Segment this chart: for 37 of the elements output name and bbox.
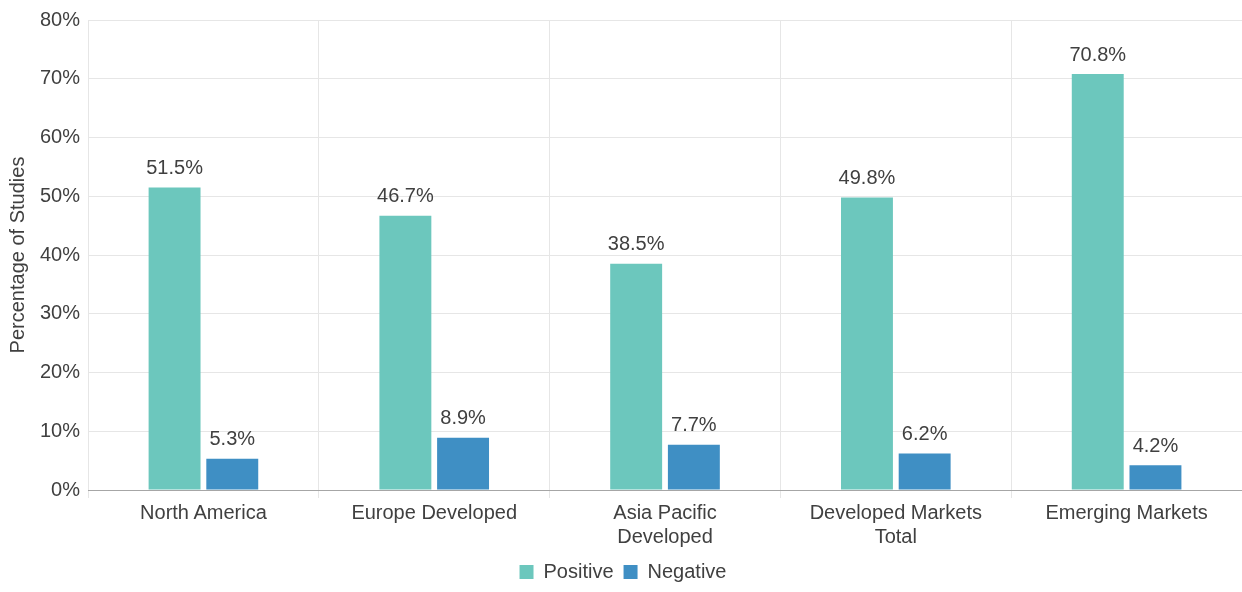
bar: [1071, 74, 1124, 490]
data-label: 51.5%: [146, 155, 204, 178]
y-tick-label: 50%: [40, 183, 81, 206]
data-label: 7.7%: [671, 413, 717, 436]
bar: [437, 437, 490, 490]
y-tick-label: 40%: [40, 242, 81, 265]
legend-label: Negative: [647, 559, 727, 582]
y-tick-label: 10%: [40, 418, 81, 441]
bar: [1129, 465, 1182, 490]
data-label: 38.5%: [607, 232, 665, 255]
bar: [898, 453, 951, 490]
bar: [841, 197, 893, 490]
y-tick-label: 20%: [40, 360, 81, 383]
data-label: 4.2%: [1132, 433, 1179, 456]
legend-label: Positive: [543, 559, 614, 582]
y-tick-label: 80%: [40, 7, 81, 30]
y-tick-label: 60%: [40, 125, 81, 148]
bar: [379, 215, 432, 490]
x-tick-label: Europe Developed: [351, 500, 518, 523]
bar: [667, 444, 720, 490]
x-tick-label: Developed Markets Total: [809, 500, 982, 547]
data-label: 6.2%: [901, 422, 948, 445]
y-axis-title: Percentage of Studies: [5, 156, 28, 354]
bar: [148, 187, 201, 490]
bar: [610, 263, 663, 490]
y-tick-label: 30%: [40, 301, 81, 324]
y-tick-label: 70%: [40, 66, 81, 89]
y-tick-label: 0%: [51, 477, 81, 500]
data-label: 49.8%: [838, 165, 896, 188]
x-tick-label: North America: [140, 500, 268, 523]
bar: [206, 458, 259, 490]
data-label: 8.9%: [440, 406, 487, 429]
data-label: 46.7%: [377, 184, 434, 207]
data-label: 5.3%: [209, 427, 256, 450]
x-tick-label: Asia Pacific Developed: [613, 500, 717, 547]
data-label: 70.8%: [1069, 42, 1127, 65]
x-tick-label: Emerging Markets: [1045, 500, 1208, 523]
